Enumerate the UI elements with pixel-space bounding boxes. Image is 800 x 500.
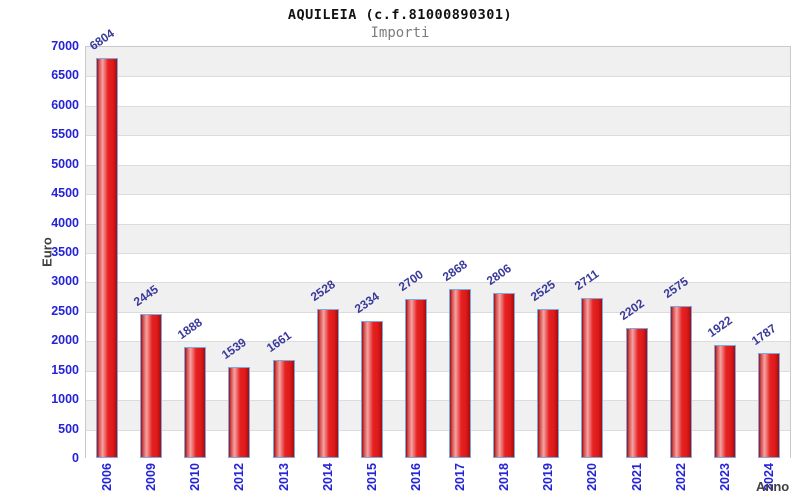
x-tick-label: 2009 [144,463,159,491]
x-tick-label: 2012 [232,463,247,491]
bar [625,328,648,458]
bar [96,57,119,458]
x-tick-label: 2021 [629,463,644,491]
y-tick-label: 4000 [51,215,79,230]
bar [272,360,295,458]
x-axis-title: Anno [756,479,790,494]
bar [316,309,339,458]
y-tick-label: 1000 [51,392,79,407]
bar [493,292,516,458]
grid-band [86,135,790,165]
x-tick-label: 2019 [541,463,556,491]
bar [360,320,383,458]
grid-band [86,164,790,195]
grid-band [86,105,790,136]
y-tick-label: 6500 [51,68,79,83]
y-tick-label: 2500 [51,303,79,318]
x-tick-label: 2013 [276,463,291,491]
x-tick-label: 2015 [364,463,379,491]
bar [757,352,780,458]
grid-band [86,76,790,106]
bar [537,309,560,458]
y-tick-label: 7000 [51,39,79,53]
y-tick-label: 5000 [51,156,79,171]
y-tick-label: 5500 [51,127,79,142]
bar [228,367,251,458]
x-tick-label: 2018 [497,463,512,491]
grid-band [86,223,790,253]
grid-band [86,194,790,224]
x-tick-label: 2017 [453,463,468,491]
x-tick-label: 2006 [100,463,115,491]
y-tick-label: 2000 [51,333,79,348]
grid-band [86,253,790,283]
bar [184,346,207,458]
bar [140,314,163,458]
y-tick-label: 1500 [51,362,79,377]
y-tick-label: 0 [72,451,79,465]
x-tick-label: 2020 [585,463,600,491]
x-tick-label: 2023 [717,463,732,491]
chart-title: AQUILEIA (c.f.81000890301) [287,7,513,23]
x-tick-label: 2010 [188,463,203,491]
y-tick-label: 4500 [51,186,79,201]
bar [449,289,472,458]
y-tick-label: 500 [58,421,79,436]
bar [669,306,692,458]
x-tick-label: 2016 [408,463,423,491]
bar [404,299,427,458]
bar [713,344,736,458]
x-tick-label: 2022 [673,463,688,491]
y-tick-label: 3500 [51,245,79,259]
bar [581,298,604,458]
y-tick-label: 3000 [51,274,79,289]
grid-band [86,47,790,77]
x-tick-label: 2014 [320,463,335,491]
chart-subtitle: Importi [370,25,430,41]
y-tick-label: 6000 [51,97,79,112]
